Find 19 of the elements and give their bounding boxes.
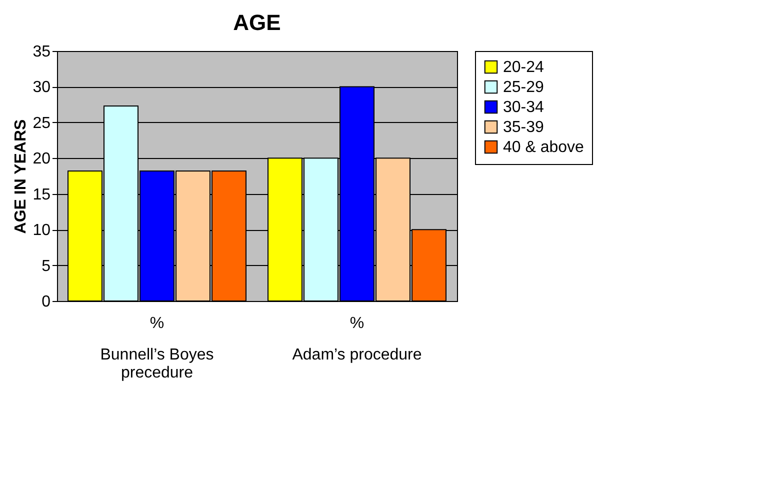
legend-label: 25-29 (503, 79, 544, 96)
chart-title: AGE (233, 10, 281, 35)
x-tick-label: Adam’s procedure (292, 346, 422, 364)
y-tick-label: 30 (32, 79, 51, 96)
y-tick-label: 5 (42, 258, 51, 275)
y-tick-label: 0 (42, 294, 51, 310)
text: % (150, 315, 164, 332)
legend-label: 20-24 (503, 59, 544, 76)
y-tick-label: 20 (32, 150, 51, 168)
y-tick-label: 15 (32, 186, 51, 204)
legend-label: 35-39 (503, 119, 544, 136)
legend-label: 30-34 (503, 99, 544, 116)
x-tick-label: Bunnell’s Boyes precedure (100, 346, 214, 382)
y-axis-title: AGE IN YEARS (12, 118, 30, 234)
legend-label: 40 & above (503, 139, 584, 156)
text: % (350, 315, 364, 332)
y-tick-label: 10 (32, 222, 51, 240)
y-tick-label: 35 (32, 44, 51, 60)
y-tick-label: 25 (32, 114, 51, 132)
